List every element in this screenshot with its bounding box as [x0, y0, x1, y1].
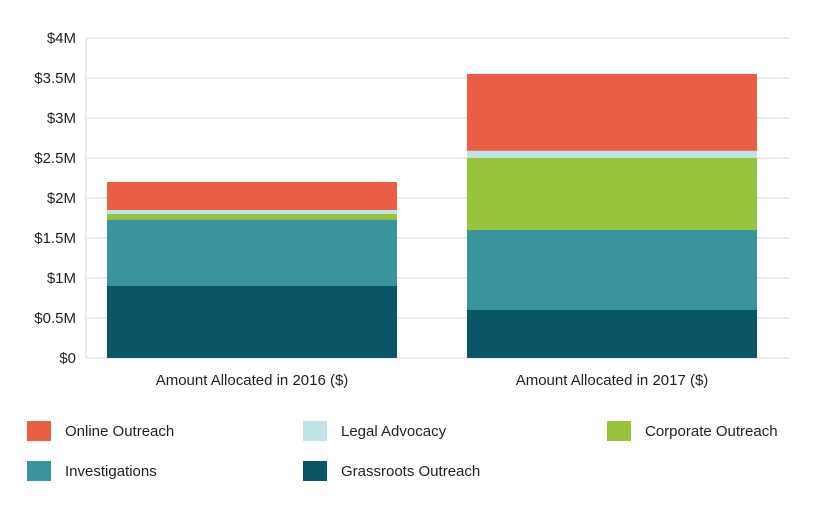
y-tick-label: $4M [47, 30, 76, 47]
bar-segment-corporate-outreach [107, 214, 397, 220]
y-tick-label: $1M [47, 270, 76, 287]
x-axis-labels: Amount Allocated in 2016 ($) Amount Alloc… [156, 372, 709, 389]
bar-segment-grassroots-outreach [107, 286, 397, 358]
y-tick-label: $1.5M [34, 230, 76, 247]
bar-segment-online-outreach [467, 74, 757, 151]
y-tick-label: $0 [59, 350, 76, 367]
y-tick-label: $2M [47, 190, 76, 207]
bar-segment-corporate-outreach [467, 158, 757, 230]
x-category-label: Amount Allocated in 2016 ($) [156, 372, 349, 389]
bar-segment-legal-advocacy [467, 150, 757, 158]
y-axis-ticks: $0 $0.5M $1M $1.5M $2M $2.5M $3M $3.5M $4M [34, 30, 76, 367]
x-category-label: Amount Allocated in 2017 ($) [516, 372, 709, 389]
bar-segment-investigations [107, 219, 397, 286]
y-tick-label: $3M [47, 110, 76, 127]
bar-segment-grassroots-outreach [467, 310, 757, 358]
y-tick-label: $2.5M [34, 150, 76, 167]
bar-segment-investigations [467, 230, 757, 310]
y-tick-label: $0.5M [34, 310, 76, 327]
y-tick-label: $3.5M [34, 70, 76, 87]
bar-segment-legal-advocacy [107, 210, 397, 214]
bar-segment-online-outreach [107, 182, 397, 210]
bars [107, 74, 757, 358]
